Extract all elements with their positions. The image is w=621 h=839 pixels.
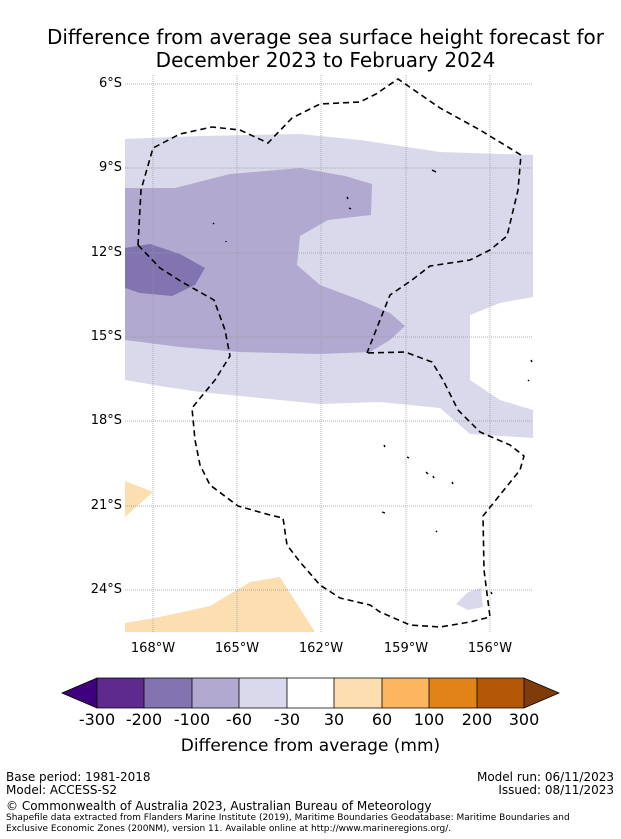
- colorbar: [60, 677, 561, 709]
- island: [431, 169, 437, 173]
- colorbar-segment: [382, 678, 429, 708]
- lat-label: 21°S: [90, 498, 122, 513]
- colorbar-segment: [287, 678, 334, 708]
- colorbar-tick-label: -200: [125, 710, 163, 729]
- colorbar-tick-label: -30: [273, 710, 301, 729]
- shapefile-credit-line-2: Exclusive Economic Zones (200NM), versio…: [6, 824, 452, 834]
- colorbar-tick-label: 300: [508, 710, 540, 729]
- island: [425, 471, 429, 475]
- issued-date: Issued: 08/11/2023: [498, 783, 614, 797]
- colorbar-tick-label: 30: [323, 710, 345, 729]
- lon-label: 159°W: [383, 641, 429, 656]
- colorbar-extend-max: [524, 678, 559, 708]
- lat-label: 24°S: [90, 582, 122, 597]
- island: [527, 379, 530, 382]
- lat-label: 6°S: [98, 76, 122, 91]
- island: [406, 456, 410, 459]
- eez-boundaries: [137, 78, 525, 628]
- colorbar-label: Difference from average (mm): [180, 736, 441, 756]
- lon-label: 165°W: [214, 641, 260, 656]
- colorbar-tick-label: 100: [413, 710, 445, 729]
- colorbar-tick-label: -300: [78, 710, 116, 729]
- map-area: [125, 75, 533, 632]
- colorbar-extend-min: [62, 678, 97, 708]
- colorbar-segment: [97, 678, 144, 708]
- anomaly-region-minus-30-south: [456, 588, 483, 610]
- colorbar-tick-label: -60: [225, 710, 253, 729]
- colorbar-segment: [239, 678, 287, 708]
- lat-label: 18°S: [90, 413, 122, 428]
- colorbar-tick-label: 60: [371, 710, 393, 729]
- colorbar-segment: [192, 678, 239, 708]
- anomaly-region-plus-30-west: [125, 481, 153, 517]
- island: [383, 444, 386, 448]
- island: [381, 511, 386, 514]
- lon-label: 156°W: [467, 641, 513, 656]
- islands: [212, 169, 533, 595]
- base-period: Base period: 1981-2018: [6, 770, 151, 784]
- model-run-date: Model run: 06/11/2023: [476, 770, 614, 784]
- island: [490, 591, 493, 595]
- lat-label: 15°S: [90, 329, 122, 344]
- island: [451, 481, 454, 485]
- island: [346, 196, 349, 200]
- island: [435, 530, 438, 533]
- island: [212, 222, 215, 225]
- shapefile-credit-line-1: Shapefile data extracted from Flanders M…: [6, 813, 570, 823]
- map-title-line-2: December 2023 to February 2024: [155, 48, 496, 72]
- colorbar-segment: [334, 678, 382, 708]
- colorbar-segment: [477, 678, 524, 708]
- model-name: Model: ACCESS-S2: [6, 783, 118, 797]
- colorbar-segment: [429, 678, 477, 708]
- colorbar-tick-label: 200: [461, 710, 493, 729]
- lon-label: 162°W: [298, 641, 344, 656]
- island: [432, 475, 435, 479]
- anomaly-region-plus-30-south: [125, 577, 315, 632]
- lat-label: 9°S: [98, 160, 122, 175]
- eez-boundary-cook: [137, 244, 525, 628]
- lat-label: 12°S: [90, 245, 122, 260]
- colorbar-tick-label: -100: [173, 710, 211, 729]
- island: [530, 359, 533, 363]
- copyright-notice: © Commonwealth of Australia 2023, Austra…: [6, 799, 432, 813]
- island: [348, 207, 352, 210]
- map-title-line-1: Difference from average sea surface heig…: [46, 25, 605, 49]
- anomaly-region-minus-60: [125, 168, 405, 354]
- colorbar-segment: [144, 678, 192, 708]
- lon-label: 168°W: [130, 641, 176, 656]
